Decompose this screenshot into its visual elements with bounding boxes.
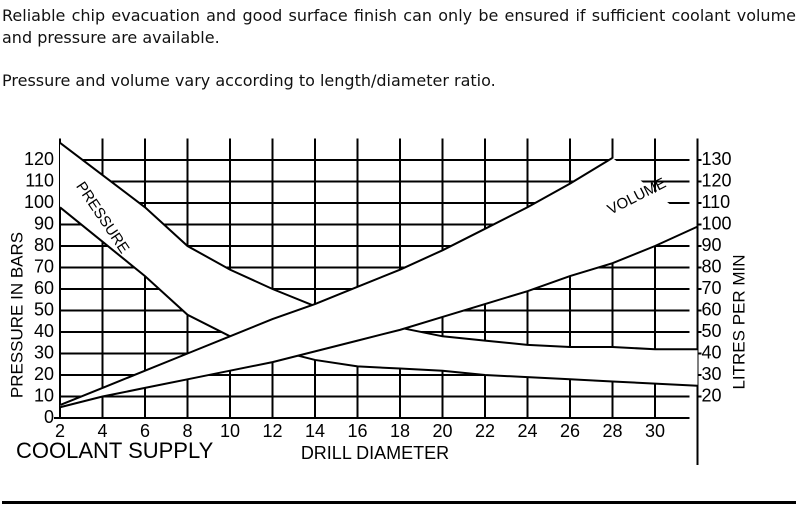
- paragraph: Reliable chip evacuation and good surfac…: [2, 6, 796, 47]
- band-fill: [60, 157, 698, 408]
- x-tick-label: 22: [475, 421, 495, 441]
- x-tick-label: 2: [55, 421, 65, 441]
- paragraph: Pressure and volume vary according to le…: [2, 71, 496, 90]
- y2-tick-label: 40: [702, 342, 722, 362]
- x-tick-label: 16: [347, 421, 367, 441]
- footer-label: COOLANT SUPPLY: [16, 438, 214, 463]
- y-tick-label: 30: [34, 342, 54, 362]
- rule: [2, 501, 796, 504]
- x-tick-label: 26: [560, 421, 580, 441]
- y2-tick-label: 120: [702, 170, 732, 190]
- x-tick-label: 6: [140, 421, 150, 441]
- x-tick-label: 12: [262, 421, 282, 441]
- y2-axis-title: LITRES PER MIN: [729, 254, 748, 389]
- x-tick-label: 18: [390, 421, 410, 441]
- y-tick-label: 70: [34, 256, 54, 276]
- y-tick-label: 0: [44, 407, 54, 427]
- x-axis-title: DRILL DIAMETER: [301, 443, 449, 463]
- curve: [59, 156, 614, 407]
- curve: [59, 206, 698, 387]
- y-tick-label: 60: [34, 278, 54, 298]
- y2-tick-label: 90: [702, 235, 722, 255]
- y-tick-label: 20: [34, 364, 54, 384]
- y2-tick-label: 30: [702, 364, 722, 384]
- y-tick-label: 100: [24, 192, 54, 212]
- y2-tick-label: 100: [702, 213, 732, 233]
- y2-tick-label: 60: [702, 299, 722, 319]
- x-tick-label: 28: [602, 421, 622, 441]
- y-tick-label: 80: [34, 235, 54, 255]
- x-tick-label: 30: [645, 421, 665, 441]
- y2-tick-label: 80: [702, 256, 722, 276]
- curve: [59, 225, 698, 409]
- y-tick-label: 120: [24, 149, 54, 169]
- x-tick-label: 24: [517, 421, 537, 441]
- band-fill: [60, 142, 698, 386]
- y2-tick-label: 50: [702, 321, 722, 341]
- x-tick-label: 20: [432, 421, 452, 441]
- x-tick-label: 4: [97, 421, 107, 441]
- y-tick-label: 90: [34, 213, 54, 233]
- x-tick-label: 10: [220, 421, 240, 441]
- y2-tick-label: 110: [702, 192, 731, 212]
- y-tick-label: 40: [34, 321, 54, 341]
- y-tick-label: 10: [34, 385, 54, 405]
- y2-tick-label: 70: [702, 278, 722, 298]
- x-tick-label: 14: [305, 421, 325, 441]
- y2-tick-label: 20: [702, 385, 722, 405]
- x-tick-label: 8: [182, 421, 192, 441]
- y2-tick-label: 130: [702, 149, 732, 169]
- y-tick-label: 110: [25, 170, 54, 190]
- y-axis-title: PRESSURE IN BARS: [7, 232, 26, 398]
- y-tick-label: 50: [34, 299, 54, 319]
